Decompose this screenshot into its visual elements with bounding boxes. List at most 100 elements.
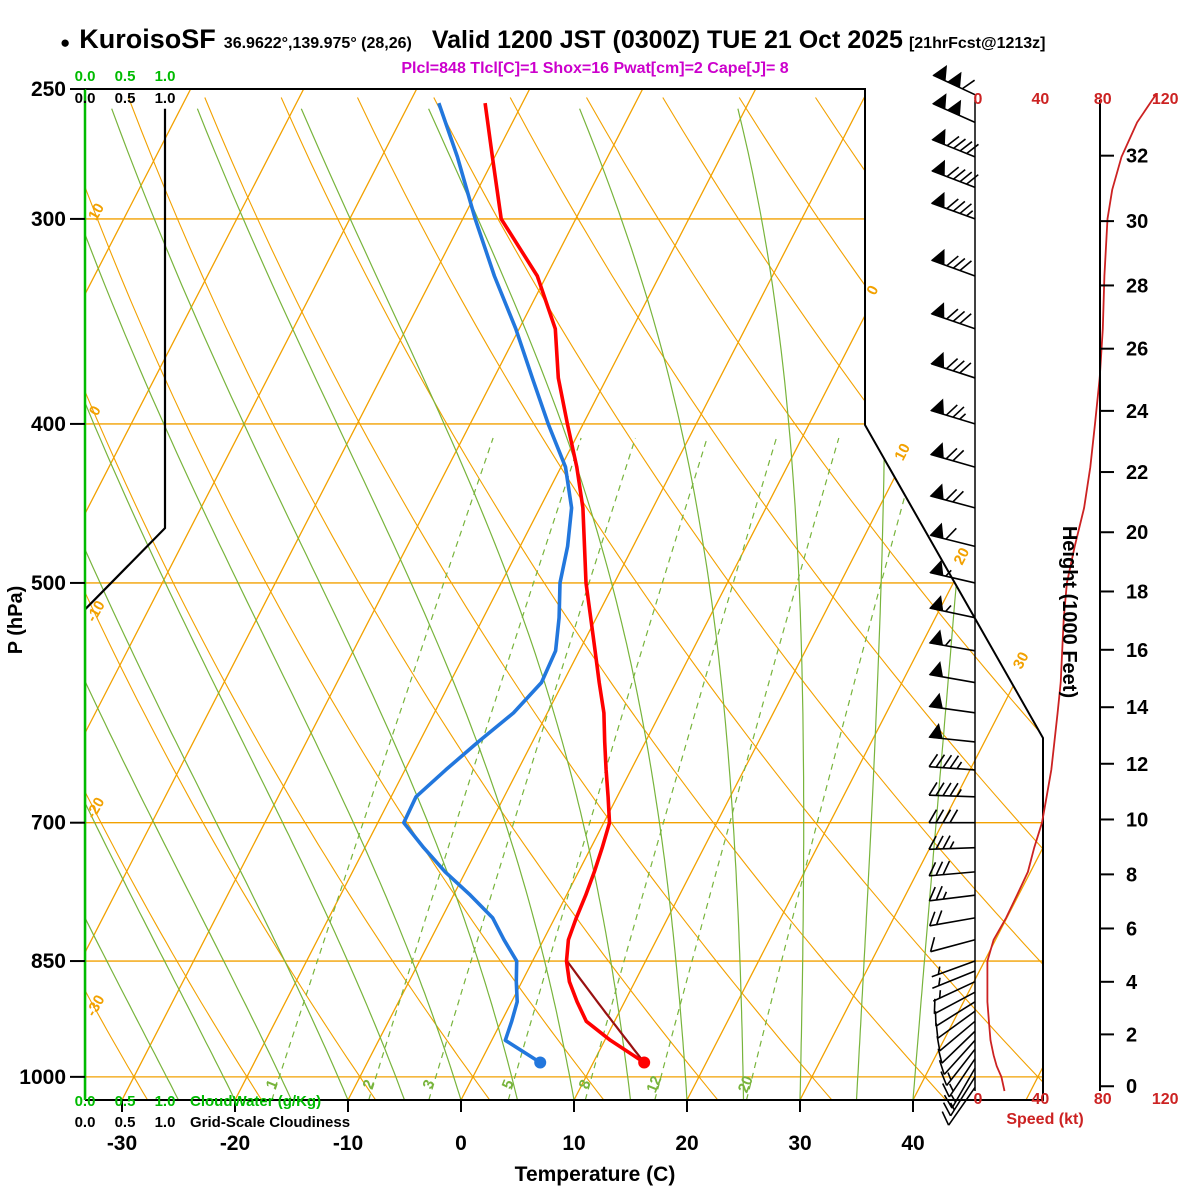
wind-barb <box>928 809 975 824</box>
svg-text:400: 400 <box>31 413 66 436</box>
wind-speed-profile <box>986 94 1157 1092</box>
svg-text:12: 12 <box>1126 754 1148 776</box>
svg-text:0: 0 <box>974 91 983 108</box>
svg-text:20: 20 <box>951 545 974 568</box>
svg-text:CloudWater (g/Kg): CloudWater (g/Kg) <box>190 1093 321 1110</box>
wind-barb <box>928 692 976 714</box>
svg-text:1: 1 <box>263 1077 282 1091</box>
wind-barb <box>929 442 976 468</box>
wind-barb <box>928 910 976 927</box>
parcel-path <box>564 958 646 1064</box>
svg-text:28: 28 <box>1126 275 1148 297</box>
svg-text:Speed (kt): Speed (kt) <box>1006 1111 1083 1128</box>
svg-text:20: 20 <box>735 1073 757 1095</box>
station-marker-icon: ● <box>60 33 71 52</box>
svg-text:250: 250 <box>31 78 66 101</box>
svg-text:-30: -30 <box>83 992 109 1019</box>
forecast-hour: [21hrFcst@1213z] <box>908 35 1046 52</box>
temperature-profile <box>483 102 646 1065</box>
svg-text:Temperature (C): Temperature (C) <box>515 1163 676 1186</box>
svg-text:12: 12 <box>643 1073 665 1095</box>
plot-border <box>85 88 1044 1101</box>
svg-text:1000: 1000 <box>19 1066 66 1089</box>
wind-barb <box>941 1058 976 1098</box>
wind-barb <box>931 960 976 978</box>
svg-text:120: 120 <box>1152 91 1179 108</box>
station-coordinates: 36.9622°,139.975° (28,26) <box>223 35 412 52</box>
svg-text:0.0: 0.0 <box>75 1093 96 1110</box>
wind-barb <box>943 1067 976 1109</box>
wind-barb <box>934 1001 976 1027</box>
svg-text:8: 8 <box>1126 864 1137 886</box>
svg-text:40: 40 <box>1032 91 1050 108</box>
svg-text:3: 3 <box>419 1077 438 1091</box>
svg-text:-10: -10 <box>333 1132 363 1155</box>
wind-barb <box>930 351 976 379</box>
wind-barb <box>940 1048 976 1086</box>
title-bar: ● KuroisoSF 36.9622°,139.975° (28,26) Va… <box>60 24 1046 55</box>
wind-barb <box>936 1020 976 1052</box>
svg-text:0.5: 0.5 <box>115 68 136 85</box>
svg-text:20: 20 <box>1126 522 1148 544</box>
svg-text:18: 18 <box>1126 581 1148 603</box>
wind-barb <box>931 128 979 158</box>
svg-text:2: 2 <box>1126 1024 1137 1046</box>
svg-text:14: 14 <box>1126 697 1149 719</box>
wind-barb <box>938 1039 976 1076</box>
svg-text:22: 22 <box>1126 462 1148 484</box>
wind-barb <box>928 753 976 771</box>
wind-barb <box>931 93 976 124</box>
wind-barb <box>928 860 976 877</box>
svg-text:10: 10 <box>562 1132 585 1155</box>
svg-text:5: 5 <box>499 1077 518 1091</box>
svg-text:0.5: 0.5 <box>115 1114 136 1131</box>
svg-text:0: 0 <box>86 403 105 419</box>
svg-text:1.0: 1.0 <box>155 90 176 107</box>
svg-text:-20: -20 <box>83 794 109 821</box>
svg-text:40: 40 <box>901 1132 924 1155</box>
svg-text:-30: -30 <box>107 1132 137 1155</box>
background-grid <box>85 89 1043 1100</box>
svg-text:2: 2 <box>359 1077 378 1091</box>
wind-barbs <box>928 65 979 1126</box>
svg-text:40: 40 <box>1032 1091 1050 1108</box>
wind-barb <box>929 483 976 509</box>
dewpoint-profile <box>402 102 574 1065</box>
wind-barb <box>929 936 976 953</box>
svg-text:0: 0 <box>974 1091 983 1108</box>
surface-temp-dot <box>638 1056 651 1069</box>
svg-text:80: 80 <box>1094 91 1112 108</box>
svg-text:Height (1000 Feet): Height (1000 Feet) <box>1058 526 1080 698</box>
svg-text:0: 0 <box>863 283 882 298</box>
wind-barb <box>932 65 976 96</box>
wind-barb <box>931 159 979 189</box>
wind-barb <box>935 1010 976 1039</box>
svg-text:16: 16 <box>1126 640 1148 662</box>
svg-text:10: 10 <box>1126 809 1148 831</box>
svg-text:20: 20 <box>675 1132 698 1155</box>
station-name: KuroisoSF <box>79 24 216 54</box>
cloudiness-profile <box>85 108 167 1098</box>
svg-text:10: 10 <box>891 441 914 464</box>
profiles <box>85 102 651 1098</box>
wind-barb <box>928 629 976 652</box>
svg-text:500: 500 <box>31 572 66 595</box>
svg-text:0.5: 0.5 <box>115 90 136 107</box>
wind-barb <box>930 248 976 277</box>
svg-text:P (hPa): P (hPa) <box>5 586 27 655</box>
svg-text:30: 30 <box>1126 211 1148 233</box>
wind-barb <box>929 595 976 619</box>
svg-text:1.0: 1.0 <box>155 1093 176 1110</box>
svg-text:300: 300 <box>31 208 66 231</box>
svg-text:24: 24 <box>1126 401 1149 423</box>
svg-text:-20: -20 <box>220 1132 250 1155</box>
svg-text:1.0: 1.0 <box>155 68 176 85</box>
wind-barb <box>928 723 976 743</box>
svg-text:1.0: 1.0 <box>155 1114 176 1131</box>
svg-text:80: 80 <box>1094 1091 1112 1108</box>
svg-text:Grid-Scale Cloudiness: Grid-Scale Cloudiness <box>190 1114 350 1131</box>
svg-text:4: 4 <box>1126 972 1138 994</box>
